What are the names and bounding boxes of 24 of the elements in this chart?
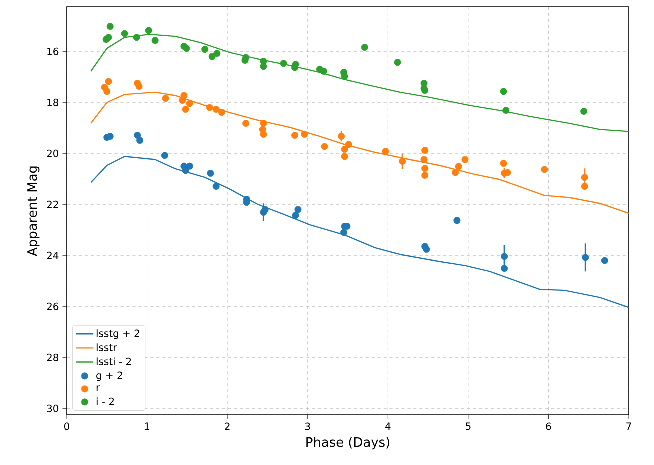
x-tick-label: 3: [305, 422, 310, 430]
y-tick-label: 18: [48, 98, 59, 106]
x-tick-label: 0: [64, 422, 70, 430]
y-axis-title: Apparent Mag: [28, 166, 40, 256]
legend-label: lsstr: [96, 344, 118, 352]
legend-label: lssti - 2: [96, 358, 132, 366]
legend-label: lsstg + 2: [96, 330, 140, 340]
y-tick-label: 24: [47, 252, 59, 260]
legend-label: g + 2: [96, 372, 122, 382]
x-tick-label: 1: [145, 422, 150, 430]
y-tick-label: 28: [47, 354, 59, 362]
legend-label: i - 2: [96, 398, 114, 406]
x-tick-label: 5: [466, 422, 471, 430]
y-tick-label: 20: [47, 150, 59, 158]
y-tick-label: 16: [48, 48, 59, 56]
x-tick-label: 2: [225, 422, 230, 430]
y-tick-label: 26: [47, 302, 59, 310]
x-axis-title: Phase (Days): [306, 437, 390, 450]
y-tick-label: 30: [47, 404, 59, 412]
x-tick-label: 7: [626, 422, 632, 430]
x-tick-label: 4: [385, 422, 391, 430]
legend-label: r: [96, 386, 100, 392]
y-tick-label: 22: [47, 200, 58, 208]
x-tick-label: 6: [546, 422, 552, 430]
